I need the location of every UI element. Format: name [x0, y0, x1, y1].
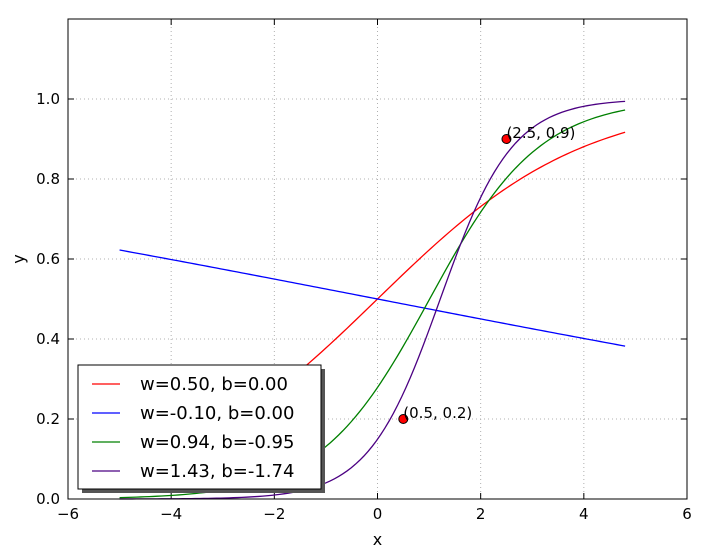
x-tick-label: 4 [579, 505, 589, 523]
legend-entry: w=-0.10, b=0.00 [140, 403, 294, 424]
data-points: (2.5, 0.9) (0.5, 0.2) [398, 124, 575, 424]
y-tick-label: 1.0 [36, 90, 60, 108]
legend: w=0.50, b=0.00 w=-0.10, b=0.00 w=0.94, b=-… [77, 364, 325, 493]
x-tick-label: 0 [373, 505, 383, 523]
data-point [398, 414, 409, 424]
ticks: −6 −4 −2 0 2 4 6 0.0 0.2 0.4 0.6 0.8 1.0 [36, 19, 692, 523]
y-tick-label: 0.2 [36, 410, 60, 428]
legend-entry: w=1.43, b=-1.74 [140, 461, 294, 482]
plot-frame [67, 18, 688, 500]
y-axis-label: y [9, 254, 28, 263]
y-tick-label: 0.0 [36, 490, 60, 508]
series-line-2 [119, 249, 626, 347]
x-tick-label: 6 [682, 505, 692, 523]
y-tick-label: 0.6 [36, 250, 60, 268]
y-tick-label: 0.8 [36, 170, 60, 188]
point-annotation: (2.5, 0.9) [506, 124, 575, 142]
legend-entry: w=0.50, b=0.00 [140, 374, 288, 395]
legend-entry: w=0.94, b=-0.95 [140, 432, 294, 453]
point-annotation: (0.5, 0.2) [403, 404, 472, 422]
x-tick-label: −4 [160, 505, 182, 523]
x-tick-label: −2 [263, 505, 285, 523]
series-line-4 [119, 100, 626, 500]
x-axis-label: x [373, 530, 382, 549]
y-tick-label: 0.4 [36, 330, 60, 348]
x-tick-label: −6 [57, 505, 79, 523]
data-point [501, 134, 512, 144]
x-tick-label: 2 [476, 505, 486, 523]
legend-box [77, 364, 322, 490]
